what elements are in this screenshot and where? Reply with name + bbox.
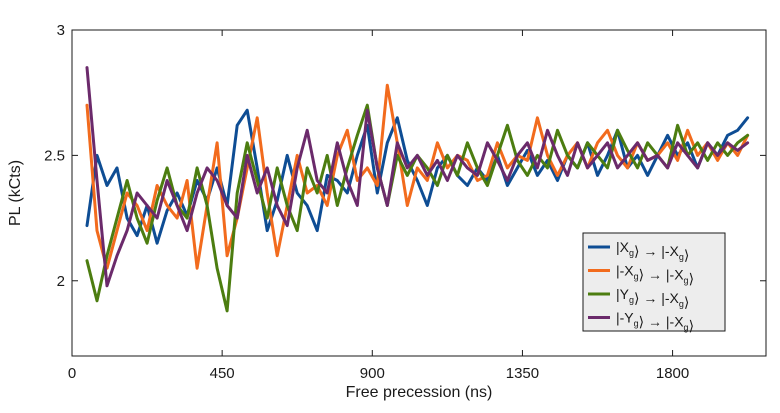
x-tick-label: 0 (68, 365, 76, 382)
y-axis-ticks: 22.53 (44, 22, 766, 290)
x-tick-label: 900 (360, 365, 385, 382)
legend-box (582, 232, 726, 332)
y-tick-label: 2.5 (44, 147, 65, 164)
x-tick-label: 1800 (656, 365, 689, 382)
y-tick-label: 3 (57, 22, 65, 39)
x-tick-label: 1350 (506, 365, 539, 382)
series-group (85, 66, 750, 313)
series-line-4 (85, 66, 750, 288)
legend-label: |Xg⟩ → |-Xg⟩ (616, 239, 689, 263)
legend-label: |Yg⟩ → |-Xg⟩ (616, 286, 689, 310)
x-tick-label: 450 (210, 365, 235, 382)
chart-legend: |Xg⟩ → |-Xg⟩|-Xg⟩ → |-Xg⟩|Yg⟩ → |-Xg⟩|-Y… (582, 232, 726, 334)
legend-label: |-Yg⟩ → |-Xg⟩ (616, 310, 694, 334)
y-tick-label: 2 (57, 273, 65, 290)
x-axis-ticks: 0 450 900 1350 1800 (68, 30, 689, 382)
x-axis-label: Free precession (ns) (346, 384, 493, 401)
y-axis-label: PL (kCts) (7, 160, 24, 226)
series-line-1 (85, 108, 750, 245)
legend-label: |-Xg⟩ → |-Xg⟩ (616, 263, 694, 287)
plot-frame (71, 29, 767, 357)
